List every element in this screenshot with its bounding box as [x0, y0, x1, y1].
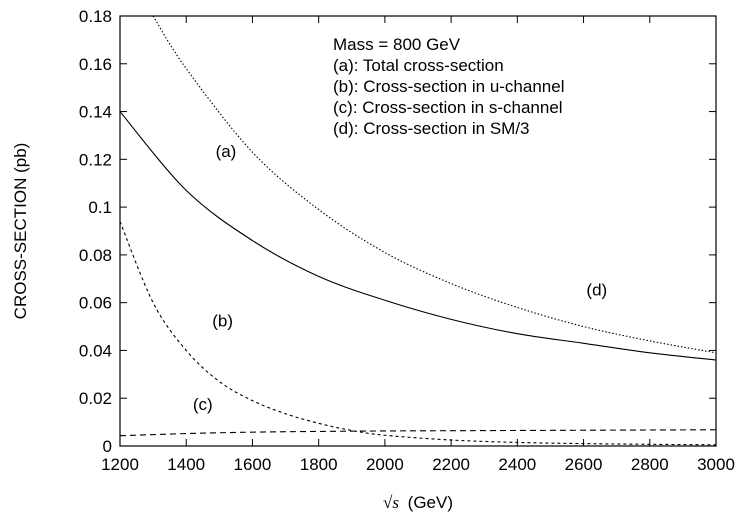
y-tick-label: 0.1 — [88, 198, 112, 217]
y-tick-label: 0.02 — [79, 389, 112, 408]
series-line-d — [152, 15, 717, 354]
y-tick-label: 0.18 — [79, 7, 112, 26]
y-tick-label: 0.14 — [79, 103, 112, 122]
y-axis-label: CROSS-SECTION (pb) — [11, 143, 30, 320]
x-tick-label: 2800 — [631, 455, 669, 474]
legend-line: (a): Total cross-section — [333, 56, 504, 75]
curve-label: (c) — [193, 395, 213, 414]
x-axis-label-unit: (GeV) — [408, 493, 453, 512]
x-tick-label: 3000 — [697, 455, 735, 474]
x-axis-label-symbol: √s — [383, 493, 399, 512]
curve-label: (b) — [212, 312, 233, 331]
series-line-a — [119, 111, 717, 361]
legend-line: Mass = 800 GeV — [333, 35, 461, 54]
x-tick-label: 2400 — [498, 455, 536, 474]
x-tick-label: 1600 — [234, 455, 272, 474]
x-axis-ticks: 1200 1400 1600 1800 2000 2200 2400 2600 2800 3000 — [101, 16, 735, 474]
x-tick-label: 2600 — [565, 455, 603, 474]
legend: Mass = 800 GeV (a): Total cross-section (b… — [333, 35, 564, 138]
x-tick-label: 1800 — [300, 455, 338, 474]
y-tick-label: 0.04 — [79, 341, 112, 360]
x-tick-label: 1200 — [101, 455, 139, 474]
legend-line: (b): Cross-section in u-channel — [333, 77, 564, 96]
x-tick-label: 1400 — [167, 455, 205, 474]
plot-frame — [119, 15, 717, 447]
y-tick-label: 0.12 — [79, 150, 112, 169]
x-tick-label: 2000 — [366, 455, 404, 474]
series-line-b — [119, 221, 717, 446]
series-layer — [119, 15, 717, 446]
y-tick-label: 0 — [103, 437, 112, 456]
curve-labels: (a) (b) (c) (d) — [193, 142, 607, 414]
legend-line: (d): Cross-section in SM/3 — [333, 119, 530, 138]
x-tick-label: 2200 — [432, 455, 470, 474]
x-axis-label: √s (GeV) — [383, 493, 453, 512]
y-axis-ticks: 0 0.02 0.04 0.06 0.08 0.1 0.12 0.14 0.16 0.18 — [79, 7, 716, 456]
y-tick-label: 0.06 — [79, 294, 112, 313]
curve-label: (d) — [586, 281, 607, 300]
curve-label: (a) — [216, 142, 237, 161]
y-tick-label: 0.16 — [79, 55, 112, 74]
legend-line: (c): Cross-section in s-channel — [333, 98, 563, 117]
y-tick-label: 0.08 — [79, 246, 112, 265]
series-line-c — [119, 429, 717, 437]
